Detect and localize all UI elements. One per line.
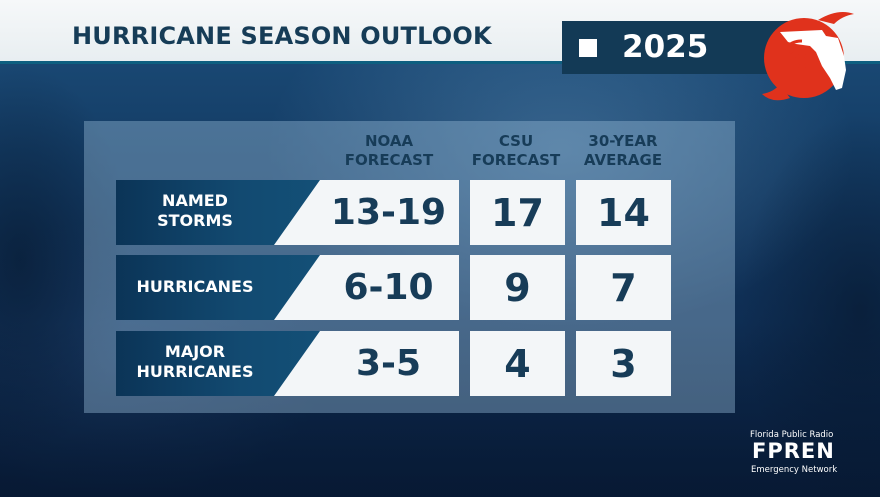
row-label-line1: NAMED — [162, 191, 228, 210]
column-header-csu-line1: CSU — [498, 132, 534, 150]
row-label-hurricanes: HURRICANES — [120, 277, 270, 297]
row-label-named-storms: NAMED STORMS — [120, 191, 270, 231]
florida-hurricane-logo-icon — [762, 12, 854, 101]
row-label-line1: MAJOR — [164, 342, 226, 361]
column-header-noaa: NOAA FORECAST — [330, 132, 448, 170]
page-title: HURRICANE SEASON OUTLOOK — [72, 22, 492, 50]
column-header-average-line2: AVERAGE — [583, 151, 663, 169]
row-label-major-hurricanes: MAJOR HURRICANES — [120, 342, 270, 382]
average-value-named-storms: 14 — [576, 180, 671, 245]
csu-value-hurricanes: 9 — [470, 255, 565, 320]
csu-value-major-hurricanes: 4 — [470, 331, 565, 396]
fpren-tagline-top: Florida Public Radio — [750, 430, 834, 440]
fpren-wordmark: FPREN — [752, 439, 835, 463]
row-label-line1: HURRICANES — [136, 277, 254, 296]
row-label-line2: STORMS — [157, 211, 233, 230]
column-header-noaa-line1: NOAA — [364, 132, 414, 150]
year-square-icon — [579, 39, 597, 57]
noaa-value-hurricanes: 6-10 — [274, 255, 459, 320]
fpren-tagline-bottom: Emergency Network — [751, 465, 838, 475]
column-header-noaa-line2: FORECAST — [344, 151, 434, 169]
fpren-logo: Florida Public Radio FPREN Emergency Net… — [750, 430, 860, 478]
column-header-average-line1: 30-YEAR — [588, 132, 658, 150]
column-header-average: 30-YEAR AVERAGE — [568, 132, 678, 170]
noaa-value-major-hurricanes: 3-5 — [274, 331, 459, 396]
column-header-csu: CSU FORECAST — [464, 132, 568, 170]
csu-value-named-storms: 17 — [470, 180, 565, 245]
year-badge: 2025 — [562, 21, 802, 74]
average-value-major-hurricanes: 3 — [576, 331, 671, 396]
average-value-hurricanes: 7 — [576, 255, 671, 320]
column-header-csu-line2: FORECAST — [471, 151, 561, 169]
year-label: 2025 — [622, 29, 709, 65]
row-label-line2: HURRICANES — [136, 362, 254, 381]
